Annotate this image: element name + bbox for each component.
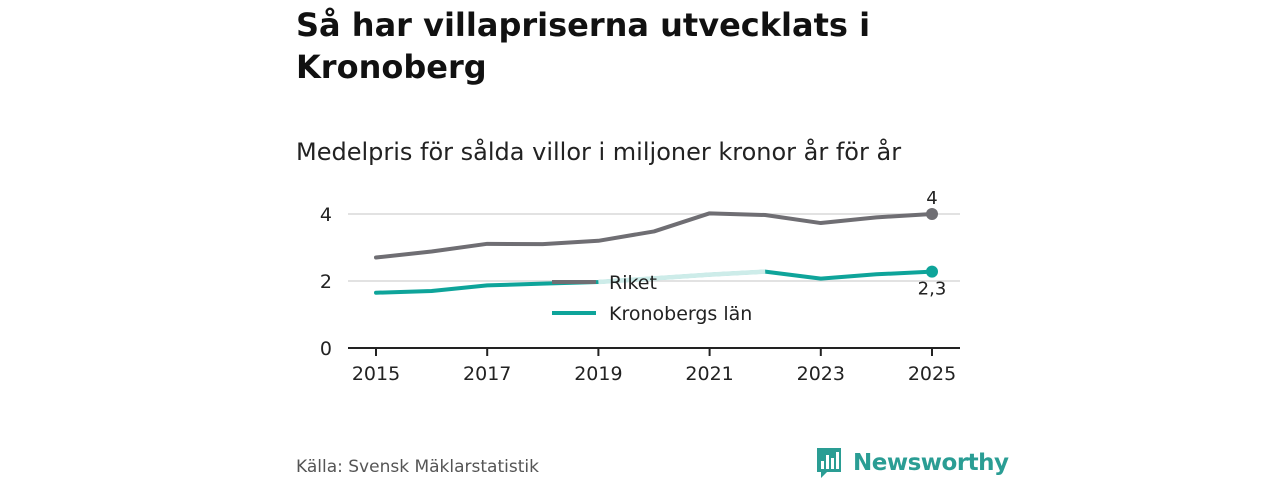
- x-axis: 2015 2017 2019 2021 2023 2025: [348, 347, 960, 385]
- x-tick-label: 2017: [463, 363, 511, 385]
- x-tick-label: 2015: [352, 363, 400, 385]
- y-axis-ticks: 0 2 4: [320, 204, 332, 360]
- end-marker: [926, 265, 938, 278]
- bar-chart-icon: [817, 448, 841, 478]
- x-tick-label: 2025: [908, 363, 956, 385]
- source-note: Källa: Svensk Mäklarstatistik: [296, 457, 539, 477]
- end-labels: 42,3: [918, 188, 947, 300]
- newsworthy-logo[interactable]: Newsworthy: [815, 446, 1009, 480]
- series-lines: [374, 211, 934, 295]
- gridlines: [348, 213, 960, 282]
- end-marker: [926, 208, 938, 220]
- legend: Riket Kronobergs län: [552, 272, 752, 325]
- y-tick-label: 4: [320, 204, 332, 226]
- chart-subtitle: Medelpris för sålda villor i miljoner kr…: [296, 138, 902, 166]
- series-line-riket: [374, 211, 934, 260]
- line-chart: 0 2 4 2015 2017 2019 2021 2023 2025 Riket Kronob…: [320, 188, 960, 385]
- legend-label: Riket: [609, 272, 657, 294]
- x-tick-label: 2019: [574, 363, 622, 385]
- y-tick-label: 0: [320, 338, 332, 360]
- series-line-kronoberg-faded: [598, 269, 766, 285]
- legend-label: Kronobergs län: [609, 303, 752, 325]
- x-tick-label: 2023: [797, 363, 845, 385]
- end-value-label: 2,3: [918, 279, 947, 300]
- x-tick-label: 2021: [685, 363, 733, 385]
- end-value-label: 4: [926, 188, 937, 209]
- y-tick-label: 2: [320, 271, 332, 293]
- brand-name: Newsworthy: [853, 450, 1009, 476]
- chart-title: Så har villapriserna utvecklats i Kronob…: [296, 6, 871, 86]
